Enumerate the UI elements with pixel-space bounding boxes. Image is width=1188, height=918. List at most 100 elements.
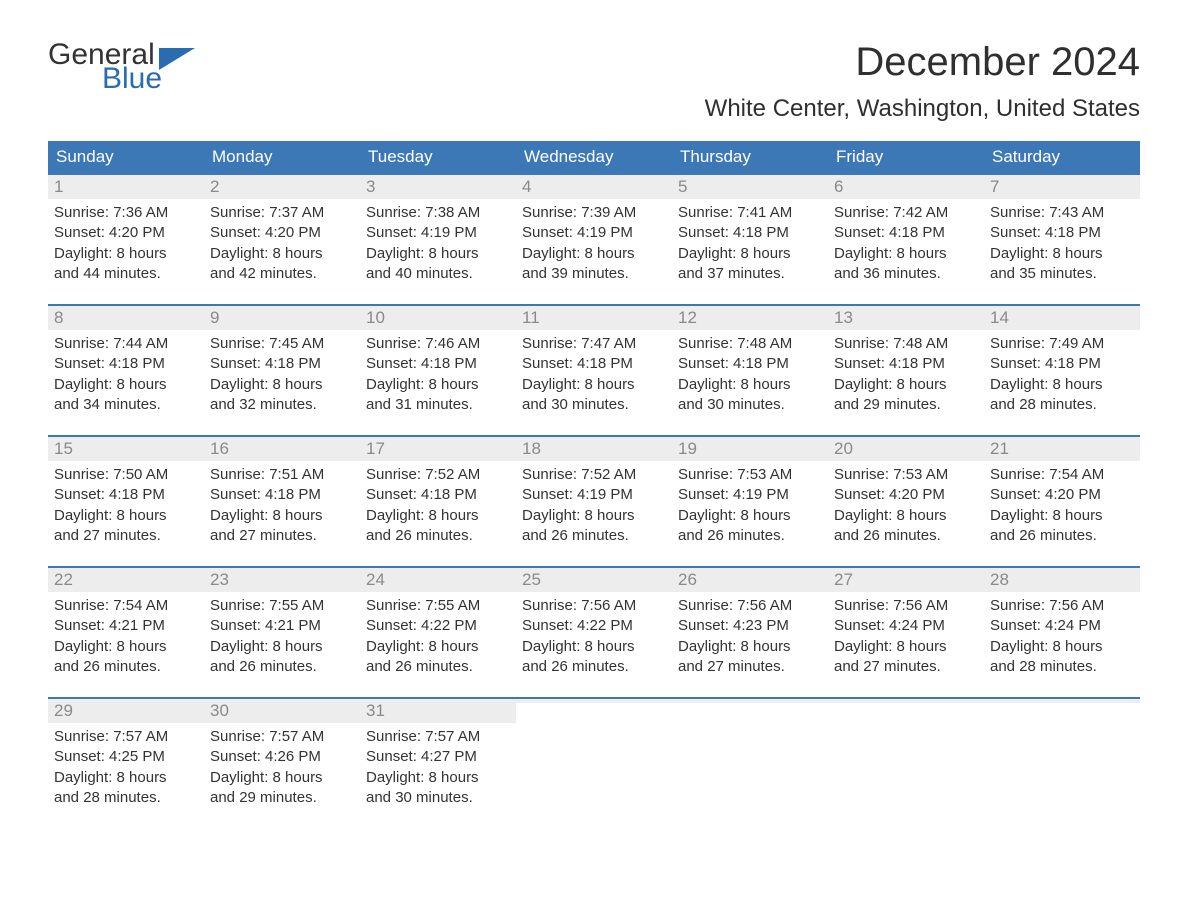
day-details: Sunrise: 7:38 AMSunset: 4:19 PMDaylight:… <box>366 203 510 284</box>
day-day2: and 27 minutes. <box>678 657 822 677</box>
day-sunset: Sunset: 4:21 PM <box>210 616 354 636</box>
day-day2: and 36 minutes. <box>834 264 978 284</box>
day-sunset: Sunset: 4:18 PM <box>54 485 198 505</box>
day-day1: Daylight: 8 hours <box>678 375 822 395</box>
day-sunrise: Sunrise: 7:55 AM <box>210 596 354 616</box>
day-number: 6 <box>834 177 843 196</box>
logo-word-blue: Blue <box>102 64 195 94</box>
day-sunset: Sunset: 4:18 PM <box>678 223 822 243</box>
location: White Center, Washington, United States <box>705 95 1140 123</box>
day-day2: and 29 minutes. <box>834 395 978 415</box>
day-sunrise: Sunrise: 7:46 AM <box>366 334 510 354</box>
day-day2: and 26 minutes. <box>834 526 978 546</box>
day-details: Sunrise: 7:41 AMSunset: 4:18 PMDaylight:… <box>678 203 822 284</box>
day-cell: 16Sunrise: 7:51 AMSunset: 4:18 PMDayligh… <box>204 437 360 552</box>
day-number: 22 <box>54 570 73 589</box>
day-sunrise: Sunrise: 7:41 AM <box>678 203 822 223</box>
day-number: 20 <box>834 439 853 458</box>
day-day2: and 28 minutes. <box>54 788 198 808</box>
day-sunrise: Sunrise: 7:53 AM <box>678 465 822 485</box>
day-cell: 22 Sunrise: 7:54 AMSunset: 4:21 PMDayligh… <box>48 568 204 683</box>
day-day2: and 27 minutes. <box>54 526 198 546</box>
day-number: 2 <box>210 177 219 196</box>
day-day2: and 28 minutes. <box>990 657 1134 677</box>
day-details: Sunrise: 7:51 AMSunset: 4:18 PMDaylight:… <box>210 465 354 546</box>
day-cell: 13Sunrise: 7:48 AMSunset: 4:18 PMDayligh… <box>828 306 984 421</box>
day-cell <box>984 699 1140 814</box>
day-sunset: Sunset: 4:18 PM <box>366 485 510 505</box>
day-details: Sunrise: 7:44 AMSunset: 4:18 PMDaylight:… <box>54 334 198 415</box>
day-sunset: Sunset: 4:19 PM <box>522 223 666 243</box>
day-sunset: Sunset: 4:19 PM <box>366 223 510 243</box>
day-day2: and 44 minutes. <box>54 264 198 284</box>
day-details: Sunrise: 7:37 AMSunset: 4:20 PMDaylight:… <box>210 203 354 284</box>
day-day1: Daylight: 8 hours <box>54 375 198 395</box>
day-header-monday: Monday <box>204 141 360 173</box>
day-cell: 9Sunrise: 7:45 AMSunset: 4:18 PMDaylight… <box>204 306 360 421</box>
day-cell: 7Sunrise: 7:43 AMSunset: 4:18 PMDaylight… <box>984 175 1140 290</box>
day-cell: 2 Sunrise: 7:37 AMSunset: 4:20 PMDaylight… <box>204 175 360 290</box>
day-sunrise: Sunrise: 7:45 AM <box>210 334 354 354</box>
day-number: 19 <box>678 439 697 458</box>
day-details: Sunrise: 7:42 AMSunset: 4:18 PMDaylight:… <box>834 203 978 284</box>
day-number: 14 <box>990 308 1009 327</box>
day-sunrise: Sunrise: 7:55 AM <box>366 596 510 616</box>
day-details: Sunrise: 7:53 AMSunset: 4:19 PMDaylight:… <box>678 465 822 546</box>
day-cell <box>672 699 828 814</box>
day-day1: Daylight: 8 hours <box>366 244 510 264</box>
day-sunrise: Sunrise: 7:56 AM <box>522 596 666 616</box>
day-number: 18 <box>522 439 541 458</box>
day-cell: 23Sunrise: 7:55 AMSunset: 4:21 PMDayligh… <box>204 568 360 683</box>
day-cell: 28Sunrise: 7:56 AMSunset: 4:24 PMDayligh… <box>984 568 1140 683</box>
day-day2: and 28 minutes. <box>990 395 1134 415</box>
day-day1: Daylight: 8 hours <box>990 506 1134 526</box>
day-details: Sunrise: 7:56 AMSunset: 4:22 PMDaylight:… <box>522 596 666 677</box>
day-cell <box>516 699 672 814</box>
day-details: Sunrise: 7:43 AMSunset: 4:18 PMDaylight:… <box>990 203 1134 284</box>
day-day2: and 27 minutes. <box>834 657 978 677</box>
day-sunset: Sunset: 4:21 PM <box>54 616 198 636</box>
day-cell: 24Sunrise: 7:55 AMSunset: 4:22 PMDayligh… <box>360 568 516 683</box>
day-sunset: Sunset: 4:18 PM <box>678 354 822 374</box>
day-day1: Daylight: 8 hours <box>522 637 666 657</box>
weeks-container: 1Sunrise: 7:36 AMSunset: 4:20 PMDaylight… <box>48 173 1140 814</box>
day-day1: Daylight: 8 hours <box>54 637 198 657</box>
day-sunrise: Sunrise: 7:44 AM <box>54 334 198 354</box>
day-sunrise: Sunrise: 7:47 AM <box>522 334 666 354</box>
day-sunrise: Sunrise: 7:54 AM <box>54 596 198 616</box>
day-sunrise: Sunrise: 7:37 AM <box>210 203 354 223</box>
day-sunset: Sunset: 4:23 PM <box>678 616 822 636</box>
day-header-friday: Friday <box>828 141 984 173</box>
day-sunrise: Sunrise: 7:43 AM <box>990 203 1134 223</box>
day-sunrise: Sunrise: 7:42 AM <box>834 203 978 223</box>
day-details: Sunrise: 7:52 AMSunset: 4:19 PMDaylight:… <box>522 465 666 546</box>
day-sunrise: Sunrise: 7:36 AM <box>54 203 198 223</box>
day-number: 12 <box>678 308 697 327</box>
day-sunrise: Sunrise: 7:50 AM <box>54 465 198 485</box>
day-sunrise: Sunrise: 7:51 AM <box>210 465 354 485</box>
day-number: 10 <box>366 308 385 327</box>
day-details: Sunrise: 7:57 AMSunset: 4:27 PMDaylight:… <box>366 727 510 808</box>
day-day1: Daylight: 8 hours <box>210 637 354 657</box>
day-cell: 1Sunrise: 7:36 AMSunset: 4:20 PMDaylight… <box>48 175 204 290</box>
day-number: 30 <box>210 701 229 720</box>
day-day1: Daylight: 8 hours <box>990 244 1134 264</box>
day-number: 5 <box>678 177 687 196</box>
day-number: 17 <box>366 439 385 458</box>
day-number: 21 <box>990 439 1009 458</box>
day-day2: and 29 minutes. <box>210 788 354 808</box>
day-sunrise: Sunrise: 7:57 AM <box>210 727 354 747</box>
day-number: 25 <box>522 570 541 589</box>
week-row: 1Sunrise: 7:36 AMSunset: 4:20 PMDaylight… <box>48 173 1140 290</box>
day-sunset: Sunset: 4:18 PM <box>210 485 354 505</box>
day-cell: 26Sunrise: 7:56 AMSunset: 4:23 PMDayligh… <box>672 568 828 683</box>
day-cell: 12Sunrise: 7:48 AMSunset: 4:18 PMDayligh… <box>672 306 828 421</box>
day-number: 27 <box>834 570 853 589</box>
day-cell: 31Sunrise: 7:57 AMSunset: 4:27 PMDayligh… <box>360 699 516 814</box>
month-title: December 2024 <box>705 40 1140 85</box>
day-details: Sunrise: 7:46 AMSunset: 4:18 PMDaylight:… <box>366 334 510 415</box>
day-sunrise: Sunrise: 7:39 AM <box>522 203 666 223</box>
day-sunset: Sunset: 4:24 PM <box>834 616 978 636</box>
day-cell: 15Sunrise: 7:50 AMSunset: 4:18 PMDayligh… <box>48 437 204 552</box>
week-row: 15Sunrise: 7:50 AMSunset: 4:18 PMDayligh… <box>48 435 1140 552</box>
